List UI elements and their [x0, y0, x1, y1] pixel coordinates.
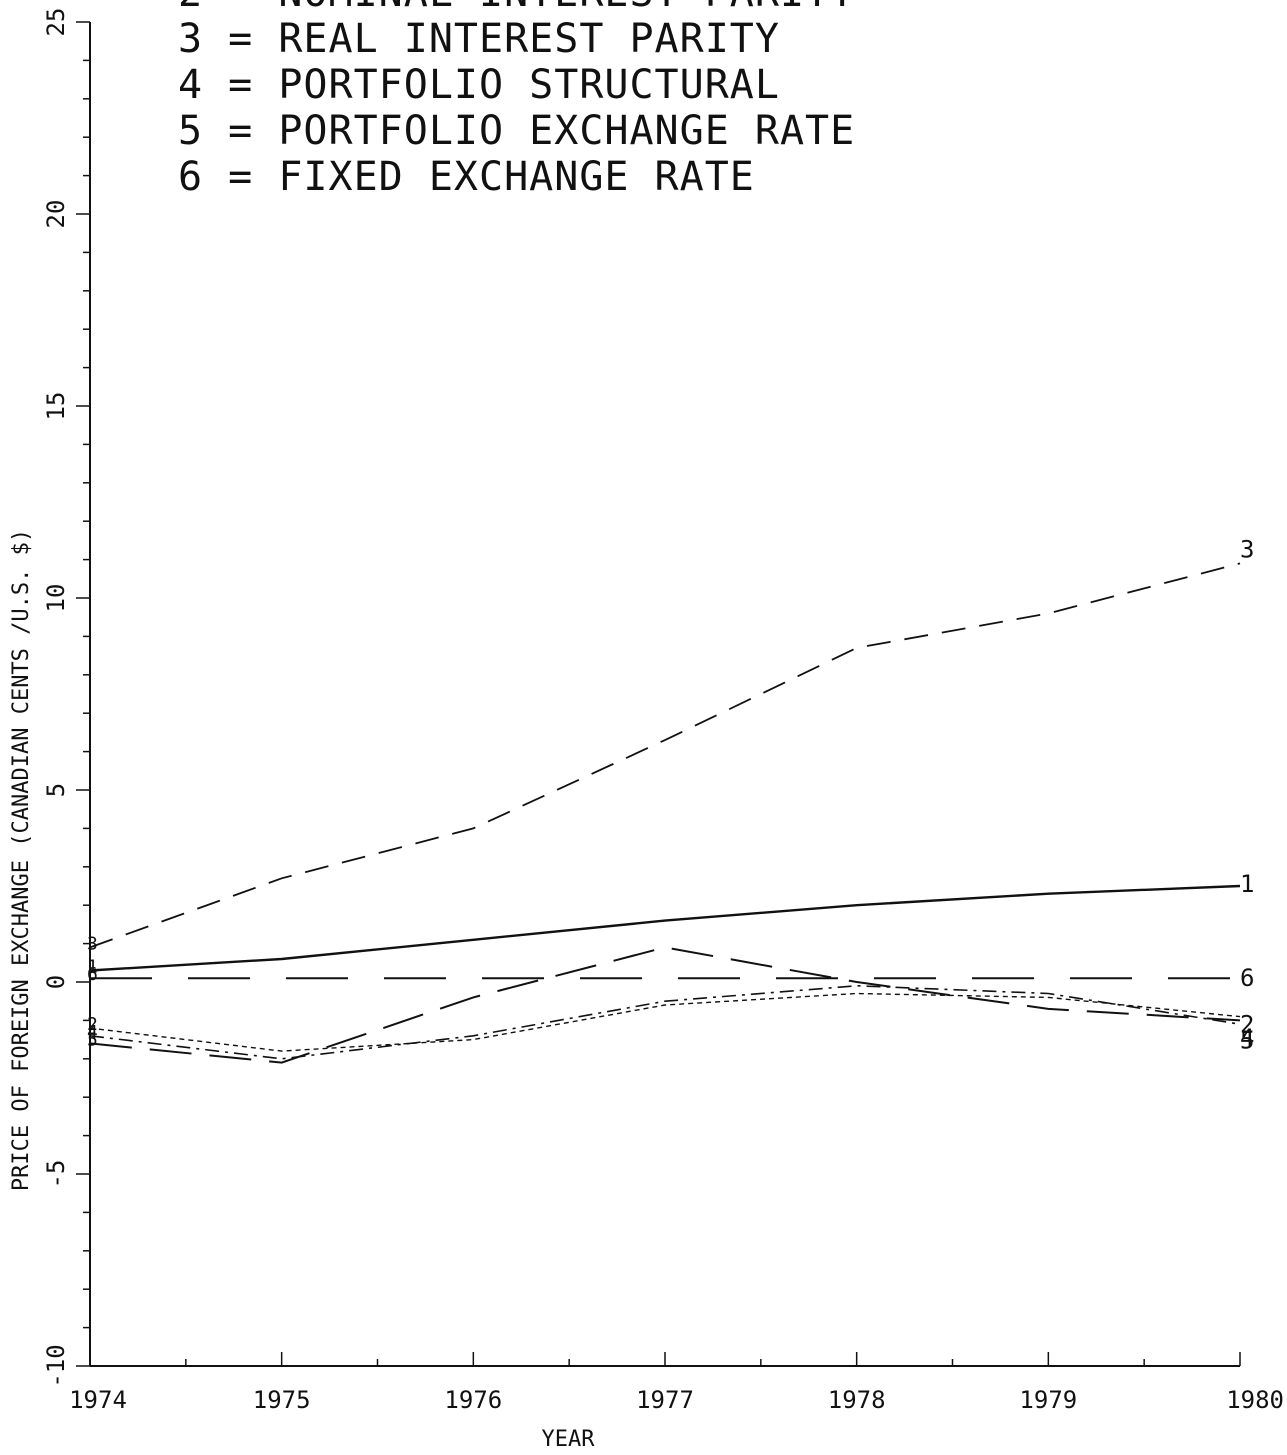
- x-tick-label: 1980: [1226, 1386, 1284, 1414]
- x-tick-label: 1979: [1019, 1386, 1077, 1414]
- x-tick-label: 1976: [444, 1386, 502, 1414]
- series-end-label: 4: [1240, 1024, 1254, 1052]
- legend: 2 = NOMINAL INTEREST PARITY3 = REAL INTE…: [178, 0, 855, 200]
- axes: YEAR PRICE OF FOREIGN EXCHANGE (CANADIAN…: [9, 22, 1240, 1452]
- legend-entry: 2 = NOMINAL INTEREST PARITY: [178, 0, 855, 16]
- y-tick-label: -5: [42, 1160, 70, 1189]
- legend-entry: 6 = FIXED EXCHANGE RATE: [178, 154, 755, 200]
- series-start-label: 5: [87, 1029, 98, 1050]
- legend-entry: 3 = REAL INTEREST PARITY: [178, 16, 780, 62]
- series-line-1: [89, 884, 1241, 972]
- series-end-label: 3: [1240, 535, 1254, 563]
- series-end-label: 2: [1240, 1011, 1254, 1039]
- series-line-2: [89, 992, 1241, 1052]
- legend-entry: 5 = PORTFOLIO EXCHANGE RATE: [178, 108, 855, 154]
- x-tick-label: 1974: [69, 1386, 127, 1414]
- series-end-label: 5: [1240, 1026, 1254, 1054]
- x-tick-label: 1975: [253, 1386, 311, 1414]
- y-tick-label: 0: [42, 975, 70, 989]
- series-line-3: [89, 562, 1241, 949]
- x-tick-label: 1978: [828, 1386, 886, 1414]
- series-start-label: 6: [87, 964, 98, 985]
- y-tick-label: 25: [42, 8, 70, 37]
- y-tick-label: 15: [42, 392, 70, 421]
- legend-entry: 4 = PORTFOLIO STRUCTURAL: [178, 62, 780, 108]
- series-line-4: [89, 984, 1241, 1060]
- x-tick-label: 1977: [636, 1386, 694, 1414]
- series-start-label: 4: [87, 1022, 98, 1043]
- series-line-5: [89, 946, 1241, 1064]
- y-tick-label: 10: [42, 584, 70, 613]
- y-tick-label: 20: [42, 200, 70, 229]
- x-axis-title: YEAR: [542, 1427, 596, 1450]
- y-axis-title: PRICE OF FOREIGN EXCHANGE (CANADIAN CENT…: [9, 529, 34, 1191]
- series-start-label: 2: [87, 1014, 98, 1035]
- y-tick-label: -10: [42, 1344, 70, 1387]
- series-start-label: 3: [87, 933, 98, 954]
- series-end-label: 6: [1240, 964, 1254, 992]
- series-end-label: 1: [1240, 870, 1254, 898]
- y-tick-label: 5: [42, 783, 70, 797]
- series-start-label: 1: [87, 956, 98, 977]
- series: [89, 562, 1241, 1064]
